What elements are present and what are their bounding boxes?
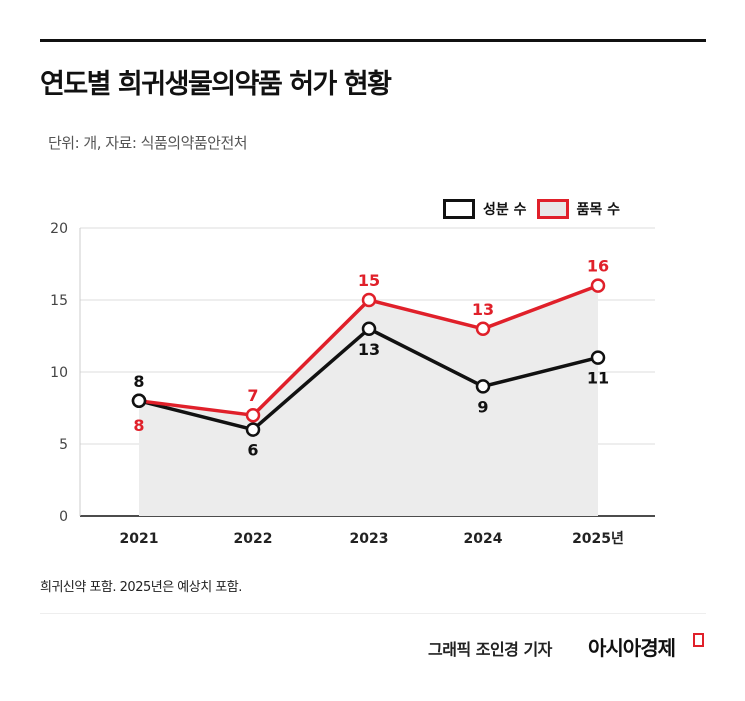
ingredient-point: [361, 321, 377, 337]
publisher-logo: 아시아경제: [588, 636, 676, 660]
ingredient-data-label: 9: [477, 397, 488, 416]
legend-label-ingredient: 성분 수: [483, 202, 527, 218]
chart-title: 연도별 희귀생물의약품 허가 현황: [40, 69, 392, 100]
legend: 성분 수 품목 수: [443, 199, 620, 219]
product-point: [361, 292, 377, 308]
y-tick-label: 0: [59, 509, 68, 525]
ingredient-data-label: 8: [133, 372, 144, 391]
footer-divider: [40, 613, 706, 614]
product-point: [590, 278, 606, 293]
ingredient-data-label: 13: [358, 340, 380, 359]
ingredient-point-overlap: [131, 393, 147, 409]
ingredient-point: [475, 379, 491, 394]
graphic-credit: 그래픽 조인경 기자: [428, 640, 552, 659]
x-tick-label: 2021: [120, 531, 159, 547]
legend-swatch-ingredient: [443, 199, 475, 219]
ingredient-data-label: 11: [587, 369, 609, 388]
ingredient-point: [245, 422, 261, 437]
y-tick-label: 20: [50, 221, 68, 237]
x-tick-label: 2025년: [572, 531, 624, 547]
top-rule: [40, 39, 706, 42]
product-data-label: 15: [358, 271, 380, 290]
product-area: [139, 285, 598, 516]
product-data-label: 8: [133, 416, 144, 435]
product-data-label: 7: [247, 386, 258, 405]
legend-swatch-product: [536, 199, 569, 219]
footnote: 희귀신약 포함. 2025년은 예상치 포함.: [40, 580, 242, 595]
logo-mark-icon: [693, 633, 704, 647]
product-point: [245, 407, 261, 423]
x-tick-label: 2024: [464, 531, 503, 547]
legend-label-product: 품목 수: [576, 202, 621, 218]
product-data-label: 13: [472, 300, 494, 319]
x-tick-label: 2023: [350, 531, 389, 547]
y-tick-label: 10: [50, 365, 68, 381]
product-data-label: 16: [587, 257, 609, 276]
chart-subtitle: 단위: 개, 자료: 식품의약품안전처: [48, 134, 248, 152]
y-tick-label: 15: [50, 293, 68, 309]
ingredient-point: [590, 350, 606, 365]
product-point: [475, 321, 491, 337]
y-tick-label: 5: [59, 437, 68, 453]
ingredient-data-label: 6: [247, 441, 258, 460]
x-tick-label: 2022: [234, 531, 273, 547]
